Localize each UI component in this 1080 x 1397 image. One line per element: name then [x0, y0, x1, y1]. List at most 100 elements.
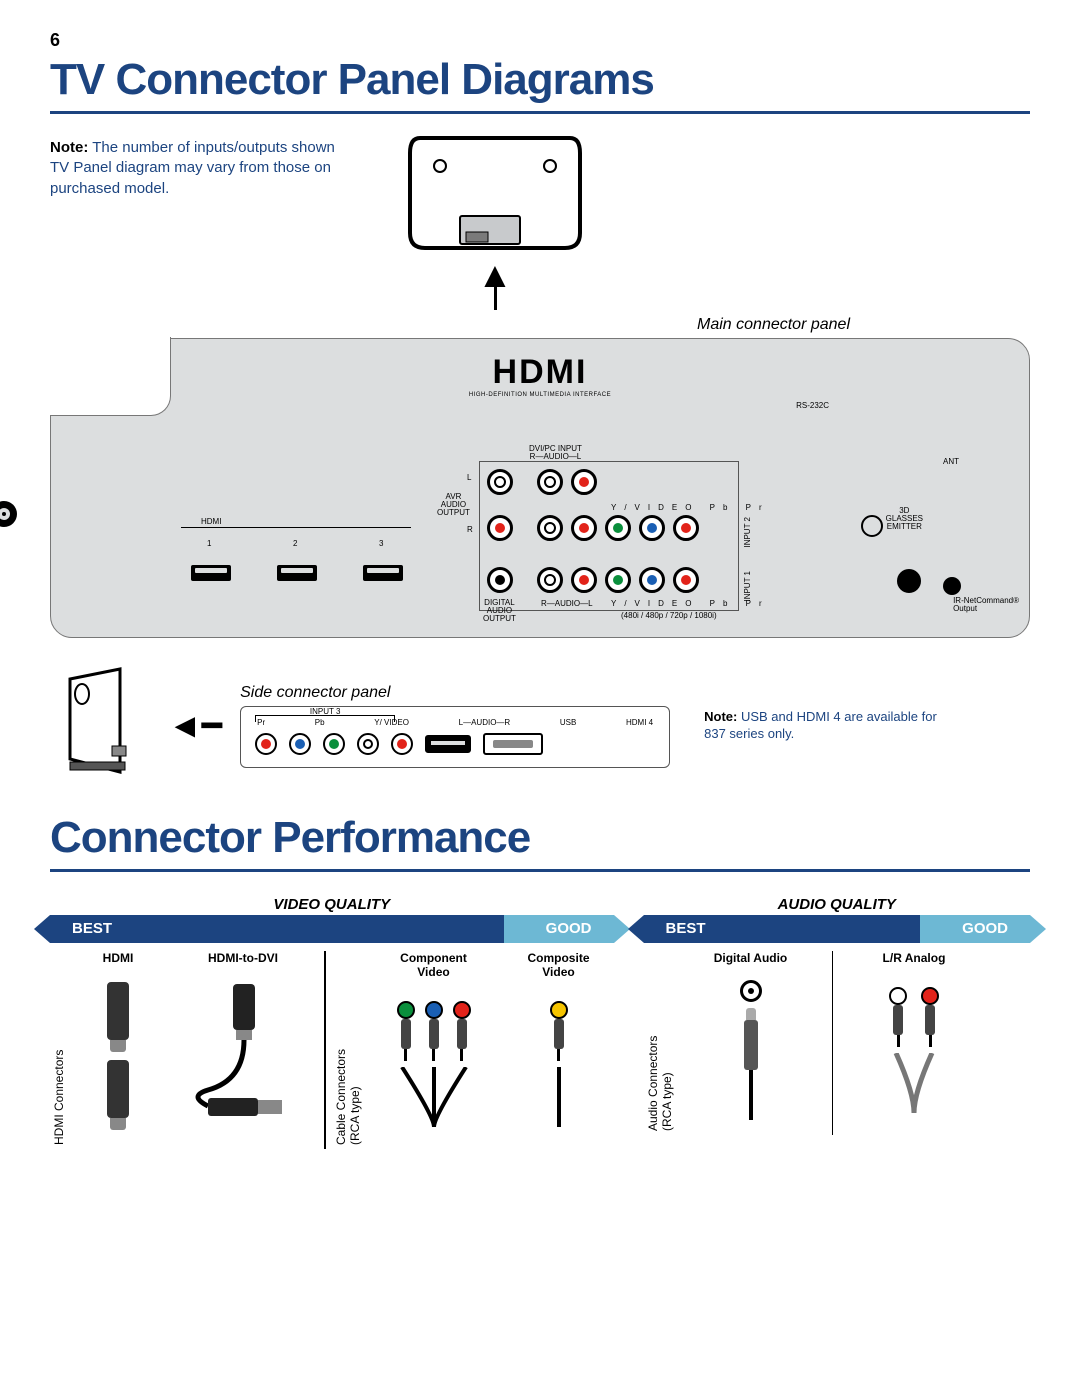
hdmi-num-2: 2	[293, 539, 297, 548]
rca-in2-pb	[639, 515, 665, 541]
tv-rear-illustration	[390, 128, 600, 258]
side-rca-l	[357, 733, 379, 755]
col-composite: Composite Video	[527, 951, 589, 979]
ant-port	[0, 501, 17, 527]
col-hdmi: HDMI	[103, 951, 134, 965]
analog-plug-r	[921, 987, 939, 1047]
component-plug-g	[397, 1001, 415, 1061]
hdmi-port-2	[277, 565, 317, 581]
side-rca-pr	[255, 733, 277, 755]
raudiol-label: R—AUDIO—L	[541, 599, 593, 608]
audio-connectors-label: Audio Connectors (RCA type)	[644, 951, 676, 1135]
side-hdmi4	[483, 733, 543, 755]
digital-cable	[741, 1070, 761, 1120]
hdmi-plug-icon-2	[107, 1060, 129, 1118]
audio-good: GOOD	[920, 915, 1030, 943]
col-component: Component Video	[400, 951, 467, 979]
hdmi-num-3: 3	[379, 539, 383, 548]
video-best: BEST	[50, 915, 504, 943]
side-col-hdmi4: HDMI 4	[626, 718, 653, 727]
analog-cable-fan	[874, 1053, 954, 1113]
hdmi-logo: HDMI HIGH-DEFINITION MULTIMEDIA INTERFAC…	[469, 353, 611, 398]
component-plug-b	[425, 1001, 443, 1061]
note-label: Note:	[50, 139, 88, 156]
component-cable-fan	[384, 1067, 484, 1127]
cable-connectors-label: Cable Connectors (RCA type)	[332, 951, 364, 1149]
component-plug-r	[453, 1001, 471, 1061]
audio-best: BEST	[644, 915, 921, 943]
video-quality-bar: BEST GOOD	[50, 915, 614, 943]
avr-label: AVR AUDIO OUTPUT	[437, 493, 470, 517]
avr-l: L	[467, 473, 471, 482]
composite-cable	[539, 1067, 579, 1127]
side-rca-r	[391, 733, 413, 755]
rca-in1-y	[605, 567, 631, 593]
ant-label: ANT	[943, 457, 959, 466]
hdmi-num-1: 1	[207, 539, 211, 548]
rca-in1-pb	[639, 567, 665, 593]
rca-dvi-l	[571, 469, 597, 495]
page-number: 6	[50, 30, 1030, 51]
rca-avr-l	[487, 469, 513, 495]
video-quality-block: VIDEO QUALITY BEST GOOD HDMI Connectors …	[50, 896, 614, 1149]
res-label: (480i / 480p / 720p / 1080i)	[621, 611, 717, 620]
main-connector-panel: HDMI HIGH-DEFINITION MULTIMEDIA INTERFAC…	[50, 338, 1030, 638]
divider-audio	[832, 951, 834, 1135]
note-text: The number of inputs/outputs shown TV Pa…	[50, 139, 335, 197]
audio-quality-block: AUDIO QUALITY BEST GOOD Audio Connectors…	[644, 896, 1031, 1149]
hdmi-logo-sub: HIGH-DEFINITION MULTIMEDIA INTERFACE	[469, 392, 611, 398]
hdmi-connectors-label: HDMI Connectors	[50, 951, 68, 1149]
hdmi-dvi-cable-icon	[178, 980, 308, 1120]
input1-label: INPUT 1	[743, 571, 752, 602]
glasses-label: 3D GLASSES EMITTER	[886, 507, 923, 531]
hdmi-plug-icon	[107, 982, 129, 1040]
side-col-lr: L—AUDIO—R	[459, 718, 511, 727]
rca-in2-l	[571, 515, 597, 541]
component-label-2: Y/VIDEO Pb Pr	[611, 503, 770, 512]
rca-in1-r	[537, 567, 563, 593]
note2-label: Note:	[704, 709, 737, 724]
rca-digital	[487, 567, 513, 593]
side-panel-label: Side connector panel	[240, 684, 670, 702]
rca-in2-r	[537, 515, 563, 541]
input3-bracket	[255, 715, 395, 721]
main-panel-label: Main connector panel	[50, 316, 1030, 334]
digital-label: DIGITAL AUDIO OUTPUT	[483, 599, 516, 623]
heading-panel-diagrams: TV Connector Panel Diagrams	[50, 55, 1030, 114]
arrow-up-icon: ▲	[390, 264, 600, 310]
svideo-port	[897, 569, 921, 593]
rca-in2-y	[605, 515, 631, 541]
rca-avr-r	[487, 515, 513, 541]
tv-side-illustration	[50, 664, 150, 789]
digital-coax-icon	[740, 980, 762, 1002]
col-hdmi-dvi: HDMI-to-DVI	[208, 951, 278, 965]
hdmi-port-1	[191, 565, 231, 581]
rca-in1-pr	[673, 567, 699, 593]
hdmi-port-3	[363, 565, 403, 581]
input2-label: INPUT 2	[743, 517, 752, 548]
ir-label: IR-NetCommand® Output	[953, 597, 1019, 613]
analog-plug-w	[889, 987, 907, 1047]
avr-r: R	[467, 525, 473, 534]
divider	[324, 951, 326, 1149]
note2-text: USB and HDMI 4 are available for 837 ser…	[704, 709, 937, 741]
heading-performance: Connector Performance	[50, 813, 1030, 872]
ir-jack	[943, 577, 961, 595]
side-rca-pb	[289, 733, 311, 755]
hdmi-bracket	[181, 527, 411, 528]
toslink-icon	[744, 1020, 758, 1070]
side-usb	[425, 735, 471, 753]
col-digital-audio: Digital Audio	[714, 951, 788, 965]
rs232-label: RS-232C	[796, 401, 829, 410]
dvi-label: DVI/PC INPUT R—AUDIO—L	[529, 445, 582, 461]
col-lr-analog: L/R Analog	[883, 951, 946, 965]
rca-in2-pr	[673, 515, 699, 541]
note-inputs: Note: The number of inputs/outputs shown…	[50, 138, 350, 199]
audio-quality-title: AUDIO QUALITY	[644, 896, 1031, 913]
video-quality-title: VIDEO QUALITY	[50, 896, 614, 913]
side-rca-y	[323, 733, 345, 755]
glasses-port	[861, 515, 883, 537]
side-connector-panel: INPUT 3 Pr Pb Y/ VIDEO L—AUDIO—R USB HDM…	[240, 706, 670, 768]
side-col-usb: USB	[560, 718, 576, 727]
composite-plug-y	[550, 1001, 568, 1061]
